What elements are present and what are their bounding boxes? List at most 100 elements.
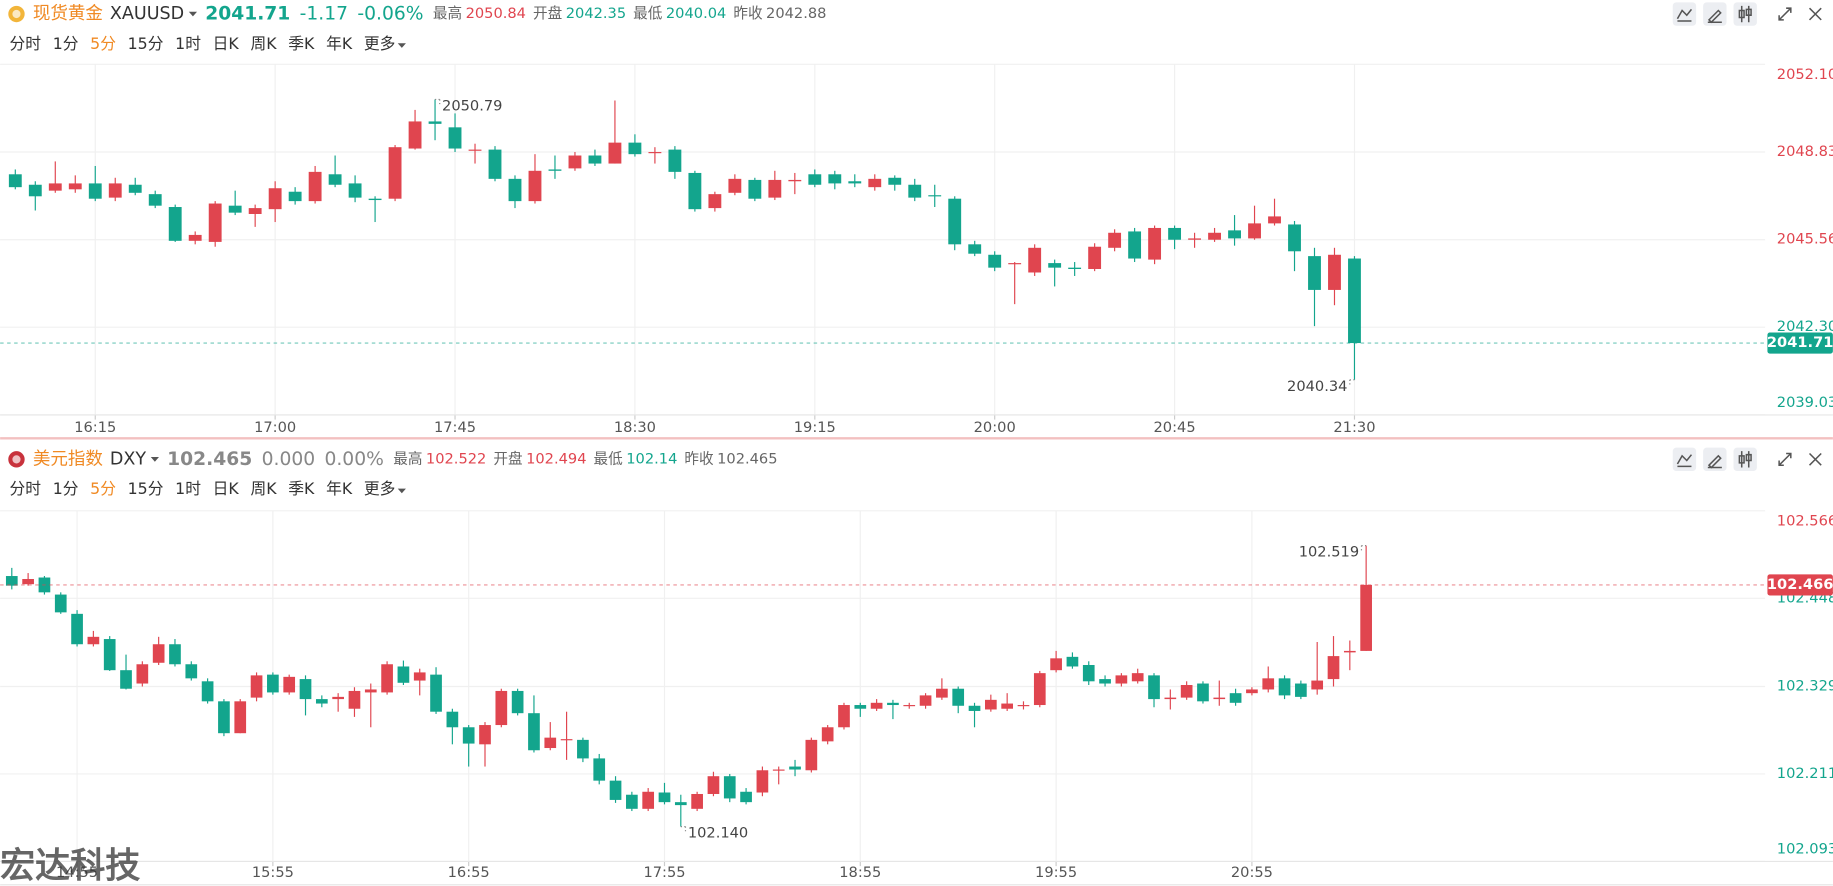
period-tab[interactable]: 分时 [9,34,41,53]
candle-body [288,191,302,202]
candle-body [462,727,475,744]
candle-body [188,234,202,241]
candle-body [1050,658,1062,671]
candle-body [1033,673,1046,706]
candle-body [808,174,822,185]
candle-body [234,701,247,734]
period-tab[interactable]: 1时 [175,34,201,53]
tool-button[interactable] [1733,2,1757,26]
period-tab[interactable]: 周K [250,479,277,498]
x-tick-label: 18:55 [839,864,881,881]
candle-body [952,688,965,706]
candle-body [1148,227,1162,260]
last-price-label: 102.466 [1767,576,1833,593]
candle-body [838,705,850,728]
candle-body [1262,678,1275,690]
candle-body [108,183,122,198]
candle-body [430,674,442,712]
period-tab[interactable]: 季K [288,34,315,53]
tool-icon [1738,451,1752,468]
period-tab[interactable]: 15分 [128,479,164,498]
tool-button[interactable] [1672,2,1697,26]
candle-body [528,713,540,751]
period-tab[interactable]: 更多 [364,479,396,498]
period-tab[interactable]: 年K [326,34,353,53]
symbol-icon-inner [12,455,21,464]
candle-body [1068,267,1082,269]
candle-body [208,203,222,242]
period-tab[interactable]: 5分 [90,34,116,53]
tool-button[interactable] [1672,447,1697,472]
period-tab[interactable]: 日K [213,34,240,53]
x-tick-label: 20:45 [1154,419,1196,436]
candle-body [1197,683,1209,702]
candle-body [1295,683,1307,697]
candle-body [805,739,818,771]
candle-body [388,147,402,199]
annotation: 102.140 [688,825,748,842]
candle-body [48,183,62,191]
candle-body [668,149,682,172]
period-tab[interactable]: 分时 [9,479,41,498]
stat-label: 开盘 [533,4,562,22]
candle-body [936,688,948,698]
period-tab[interactable]: 年K [326,479,353,498]
candle-body [828,174,842,184]
candle-body [626,794,638,809]
last-price-tag [1767,574,1833,596]
candle-body [560,739,573,741]
candle-body [593,758,606,781]
y-tick-label: 2052.10 [1777,66,1833,83]
stat-label: 最高 [393,450,422,467]
candle-body [1088,246,1102,269]
candle-body [919,695,932,706]
period-tab[interactable]: 季K [288,479,315,498]
candle-body [708,194,722,209]
candle-body [588,155,602,164]
symbol-code[interactable]: XAUUSD [110,4,184,24]
period-tab[interactable]: 周K [250,34,277,53]
x-tick-label: 18:30 [614,419,656,436]
y-tick-label: 2048.83 [1777,143,1833,160]
candle-body [1180,685,1193,698]
period-tab[interactable]: 1分 [53,479,79,498]
candle-body [1082,664,1095,682]
stat-label: 开盘 [493,449,522,467]
symbol-dropdown[interactable] [150,457,159,462]
x-tick-label: 20:55 [1231,864,1273,881]
x-tick-label: 17:45 [434,419,476,436]
change-pct: 0.00% [324,449,383,470]
stat-label: 昨收 [684,450,714,467]
tool-icon [1778,452,1792,466]
candle-body [495,690,508,726]
candle-body [148,194,162,206]
candle-body [577,739,589,759]
candle-body [1288,224,1301,252]
candle-body [1308,256,1321,290]
period-tab[interactable]: 日K [213,479,240,498]
candle-body [691,793,703,809]
tool-button[interactable] [1733,447,1757,472]
period-tab[interactable]: 5分 [90,479,116,498]
candle-body [1131,673,1144,682]
last-price-tag [1767,332,1833,354]
annotation: 2050.79 [442,97,502,114]
candle-body [308,171,322,202]
symbol-code[interactable]: DXY [110,449,146,469]
candle-body [674,802,687,806]
more-dropdown[interactable] [397,43,406,48]
symbol-dropdown[interactable] [188,11,198,17]
candle-body [408,121,422,149]
period-tab[interactable]: 1时 [175,479,201,498]
change-pct: -0.06% [357,4,423,25]
period-tab[interactable]: 更多 [364,34,396,53]
x-tick-label: 20:00 [974,419,1016,436]
x-tick-label: 17:00 [254,419,296,436]
more-dropdown[interactable] [397,488,406,494]
period-tab[interactable]: 15分 [128,34,164,53]
candle-body [1268,216,1281,224]
period-tab[interactable]: 1分 [53,34,79,53]
candle-body [1360,584,1372,651]
